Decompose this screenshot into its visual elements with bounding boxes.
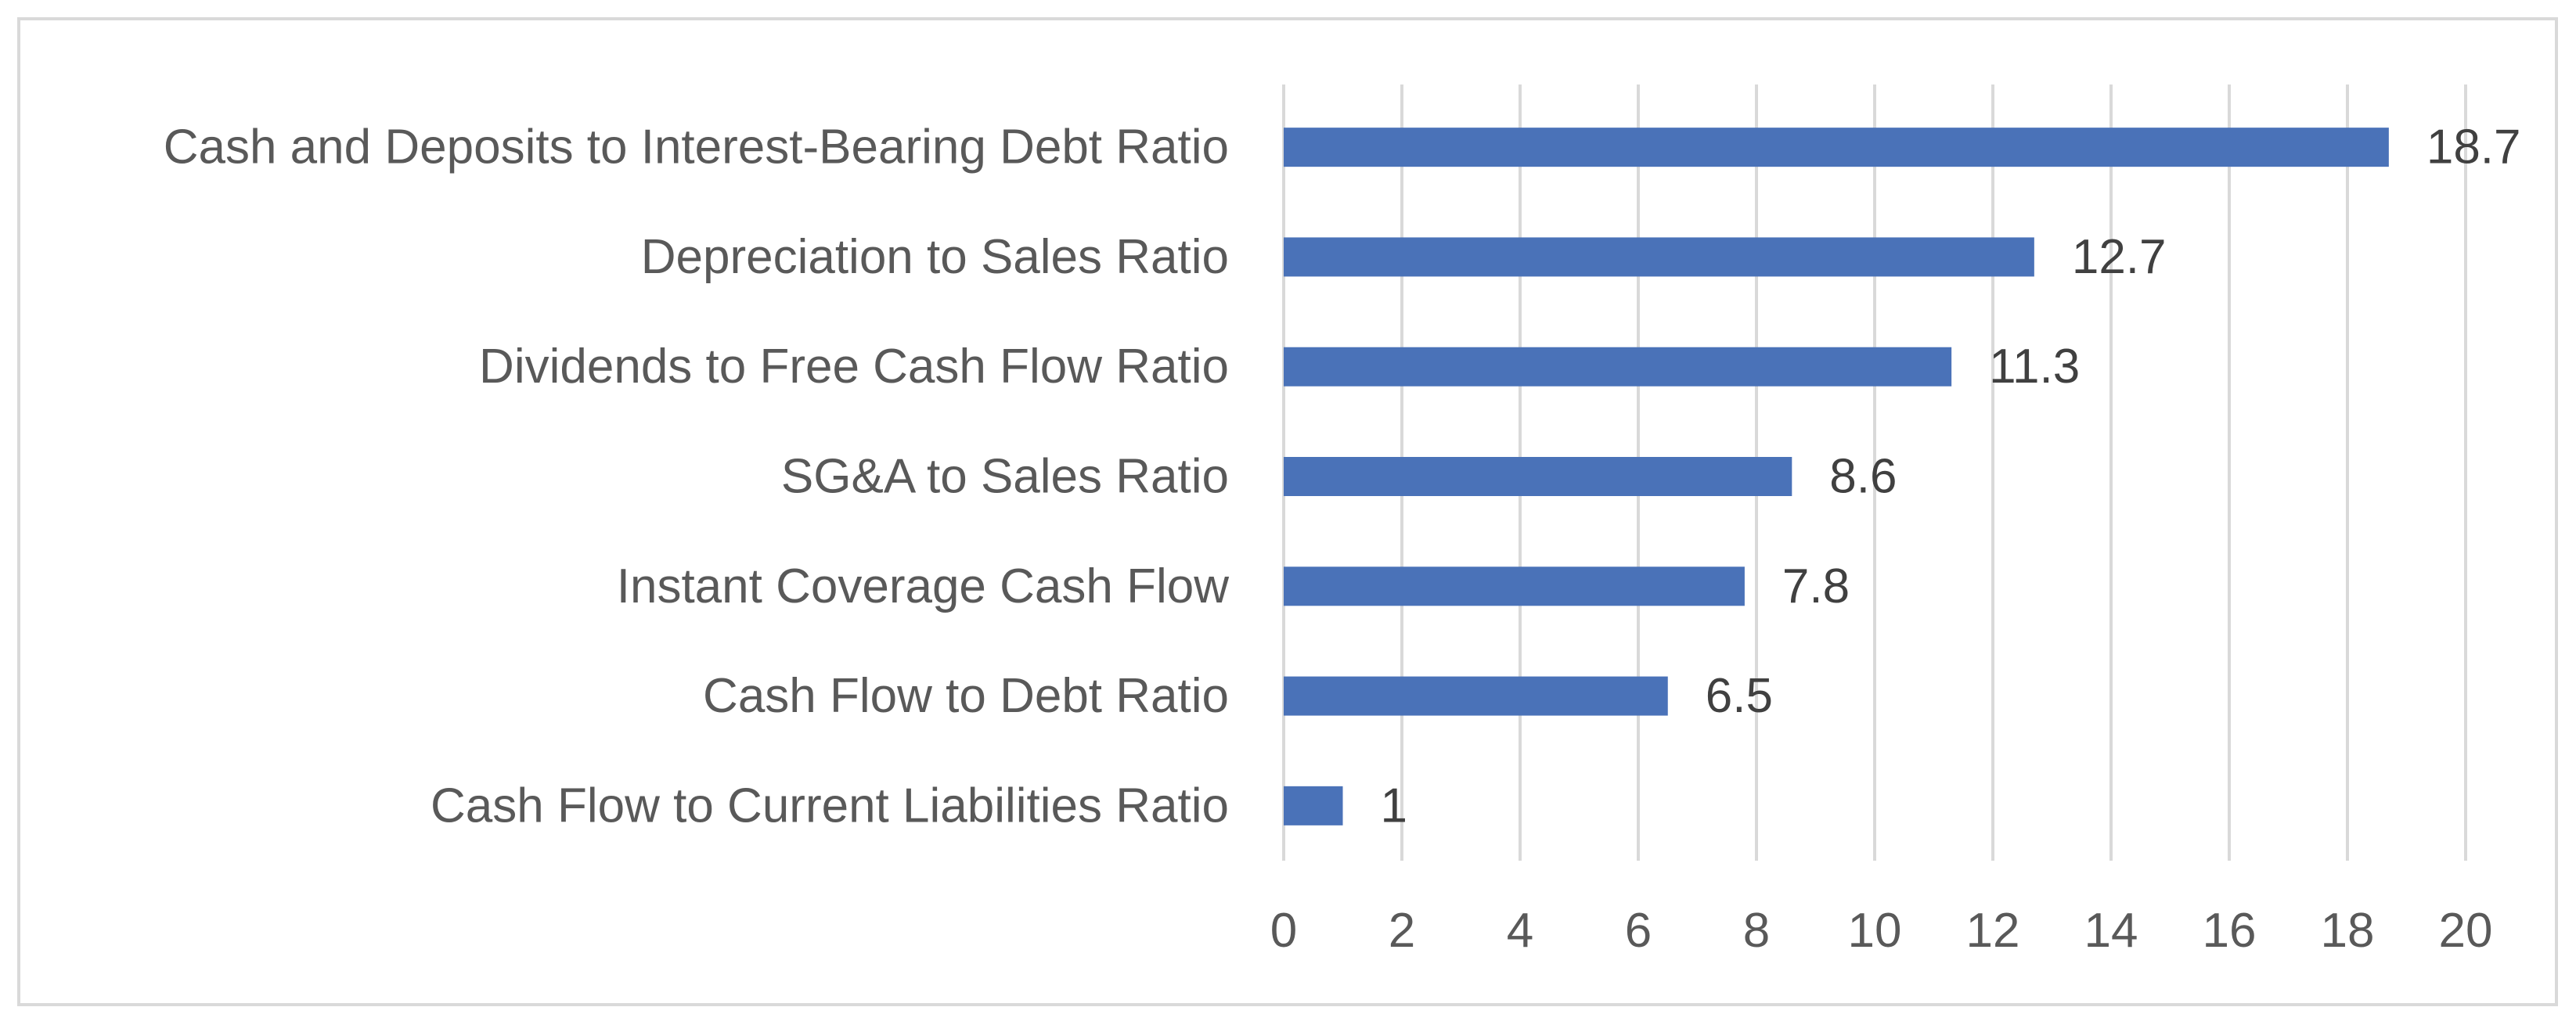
chart-frame [17,17,2558,1006]
grid-lines [1282,85,2467,861]
value-label: 8.6 [1829,450,1897,504]
bar [1284,347,1952,387]
value-label: 6.5 [1706,669,1773,723]
category-label: Instant Coverage Cash Flow [617,559,1229,613]
category-label: Dividends to Free Cash Flow Ratio [479,340,1229,394]
x-tick-label: 20 [2439,904,2493,958]
x-tick-label: 6 [1625,904,1652,958]
bar [1284,457,1792,496]
bar [1284,786,1343,825]
value-labels: 18.7 12.7 11.3 8.6 7.8 6.5 1 [1381,120,2521,833]
value-label: 18.7 [2426,120,2521,174]
value-label: 7.8 [1782,559,1850,613]
category-label: Cash Flow to Current Liabilities Ratio [431,779,1229,833]
value-label: 12.7 [2072,230,2167,284]
bar [1284,237,2034,277]
x-tick-label: 14 [2084,904,2138,958]
bar [1284,566,1745,606]
category-label: Depreciation to Sales Ratio [641,230,1229,284]
x-axis-tick-labels: 0 2 4 6 8 10 12 14 16 18 20 [1270,904,2493,958]
x-tick-label: 2 [1389,904,1415,958]
x-tick-label: 4 [1507,904,1533,958]
category-label: SG&A to Sales Ratio [781,450,1229,504]
x-tick-label: 10 [1848,904,1902,958]
value-label: 1 [1381,779,1407,833]
category-label: Cash and Deposits to Interest-Bearing De… [164,120,1229,174]
bars [1284,128,2389,825]
value-label: 11.3 [1989,340,2080,394]
x-tick-label: 12 [1966,904,2020,958]
bar [1284,128,2389,167]
bar [1284,676,1668,716]
x-tick-label: 18 [2321,904,2375,958]
category-labels: Cash and Deposits to Interest-Bearing De… [164,120,1230,833]
x-tick-label: 8 [1743,904,1770,958]
x-tick-label: 0 [1270,904,1297,958]
x-tick-label: 16 [2203,904,2257,958]
category-label: Cash Flow to Debt Ratio [703,669,1229,723]
